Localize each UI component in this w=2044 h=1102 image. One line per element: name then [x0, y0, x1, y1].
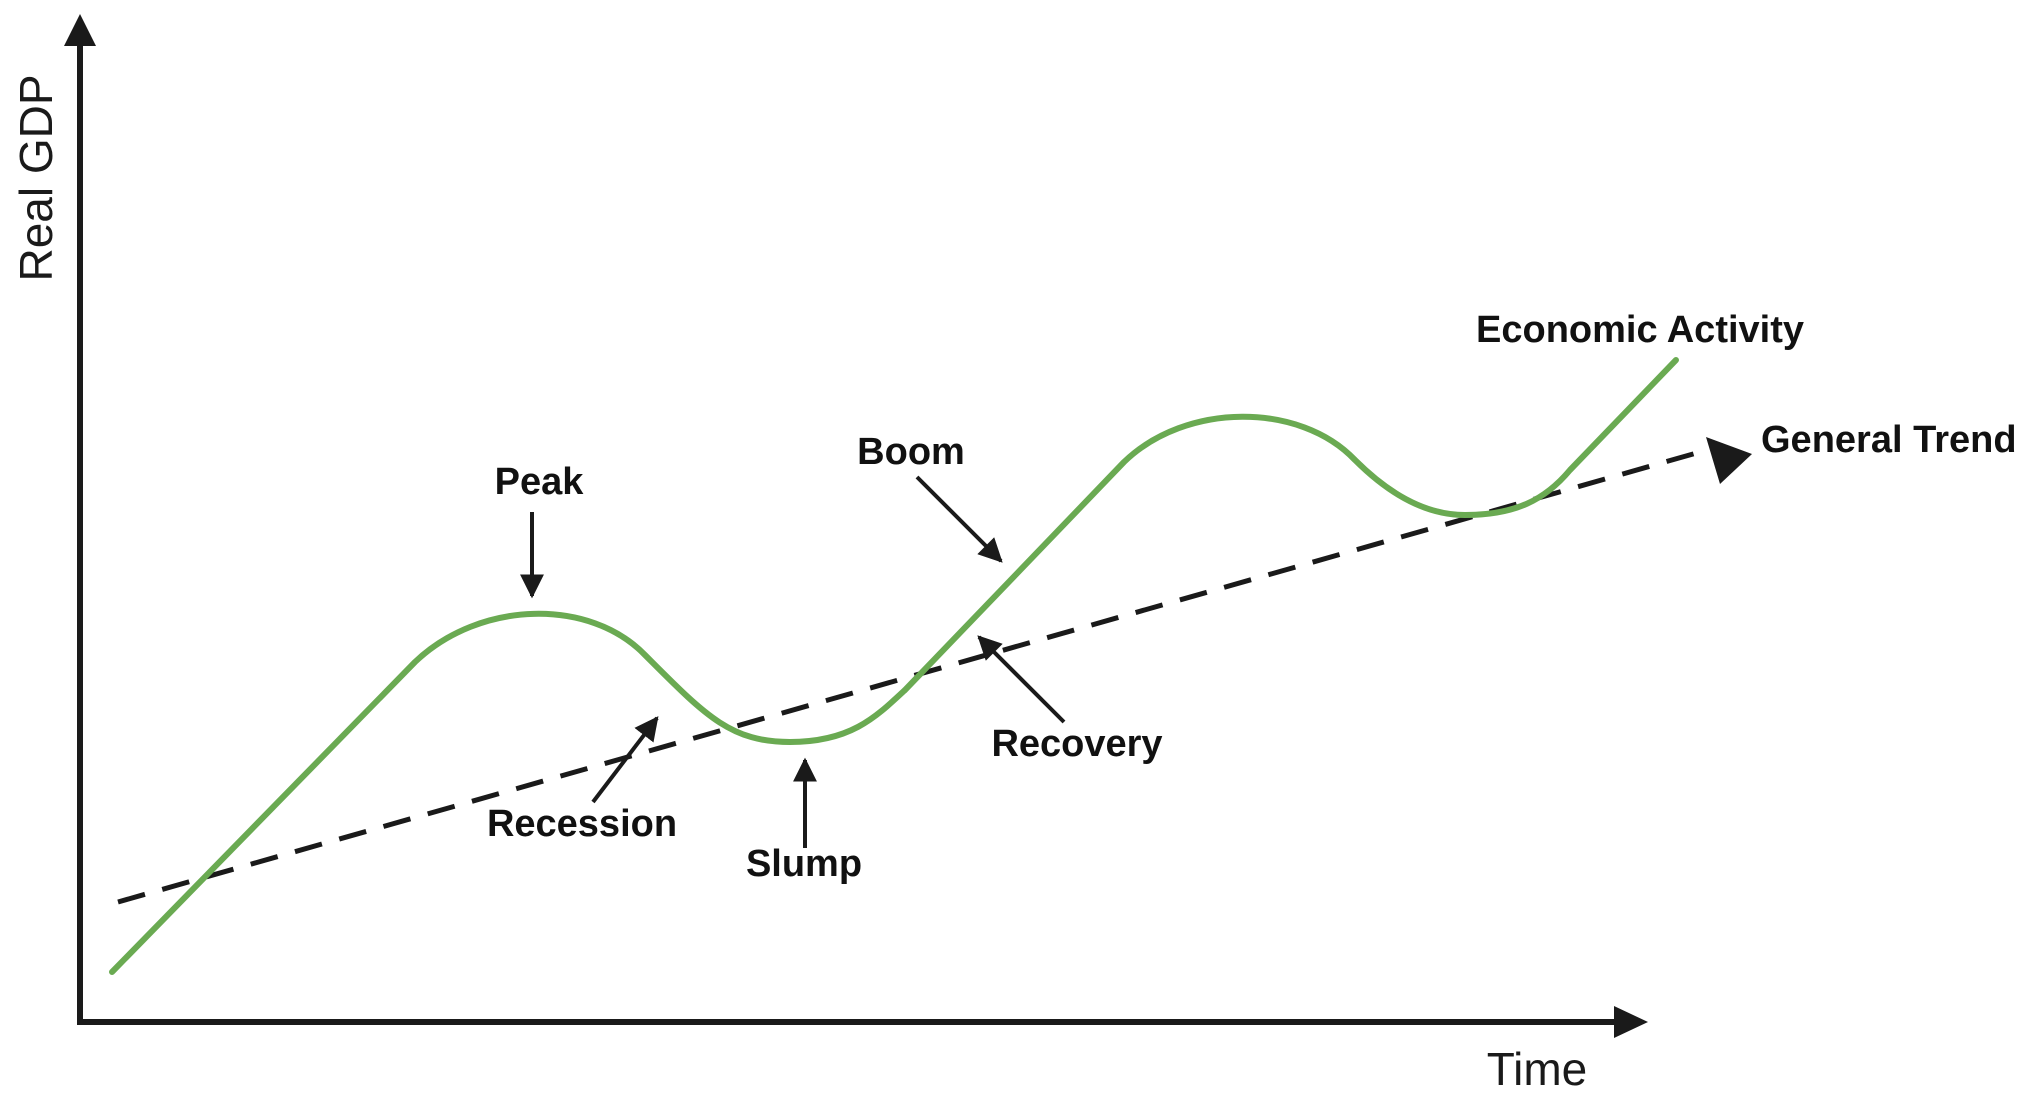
axes: [64, 14, 1648, 1038]
callout-arrows: [520, 475, 1066, 848]
x-axis-title: Time: [1487, 1043, 1588, 1095]
economic-activity-curve: [109, 357, 1679, 975]
boom-arrow: [915, 475, 1003, 563]
peak-label: Peak: [495, 461, 585, 503]
y-axis-title: Real GDP: [10, 74, 62, 281]
recession-arrow: [591, 716, 659, 804]
general-trend-label: General Trend: [1761, 419, 2017, 461]
recovery-arrow: [977, 635, 1066, 724]
x-axis-arrowhead: [1614, 1006, 1648, 1038]
recession-label: Recession: [487, 803, 677, 845]
general-trend-line: [117, 449, 1701, 905]
recovery-label: Recovery: [991, 723, 1162, 765]
y-axis-arrowhead: [64, 14, 96, 46]
economic-activity-label: Economic Activity: [1476, 309, 1804, 351]
boom-label: Boom: [857, 431, 965, 473]
slump-label: Slump: [746, 843, 862, 885]
general-trend-arrowhead: [1706, 437, 1752, 484]
